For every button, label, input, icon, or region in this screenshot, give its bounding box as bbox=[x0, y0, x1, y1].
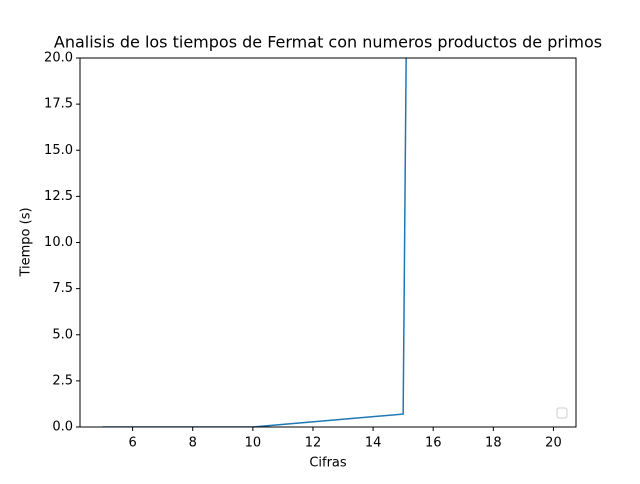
x-tick-label: 16 bbox=[425, 436, 442, 451]
x-tick-label: 10 bbox=[245, 436, 262, 451]
x-tick-label: 6 bbox=[128, 436, 136, 451]
axes-frame bbox=[79, 57, 577, 428]
y-tick-label: 10.0 bbox=[44, 235, 73, 250]
y-tick-label: 20.0 bbox=[44, 51, 73, 66]
y-axis-label: Tiempo (s) bbox=[19, 207, 34, 277]
x-tick-label: 14 bbox=[365, 436, 382, 451]
x-tick-label: 18 bbox=[485, 436, 502, 451]
y-tick-label: 2.5 bbox=[52, 373, 73, 388]
y-tick-label: 17.5 bbox=[44, 97, 73, 112]
plot-area bbox=[102, 58, 407, 427]
y-tick-label: 15.0 bbox=[44, 143, 73, 158]
x-axis-label: Cifras bbox=[309, 456, 347, 471]
y-tick-label: 0.0 bbox=[52, 420, 73, 435]
x-tick-label: 20 bbox=[545, 436, 562, 451]
chart-title: Analisis de los tiempos de Fermat con nu… bbox=[54, 33, 602, 52]
y-tick-label: 5.0 bbox=[52, 327, 73, 342]
line-series bbox=[102, 58, 407, 427]
y-tick-label: 7.5 bbox=[52, 281, 73, 296]
x-tick-label: 8 bbox=[189, 436, 197, 451]
y-tick-label: 12.5 bbox=[44, 189, 73, 204]
x-tick-label: 12 bbox=[305, 436, 322, 451]
legend-box bbox=[556, 407, 568, 419]
